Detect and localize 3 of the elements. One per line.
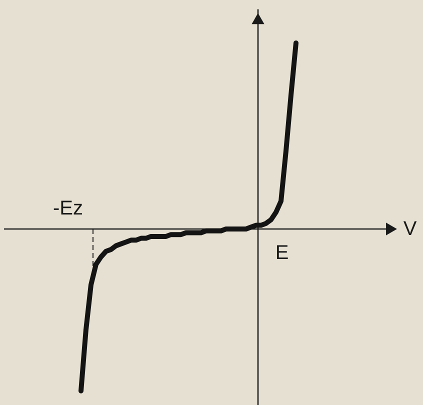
text: V [403,218,418,240]
annotation: E [275,242,289,264]
annotation: -Ez [53,198,83,220]
